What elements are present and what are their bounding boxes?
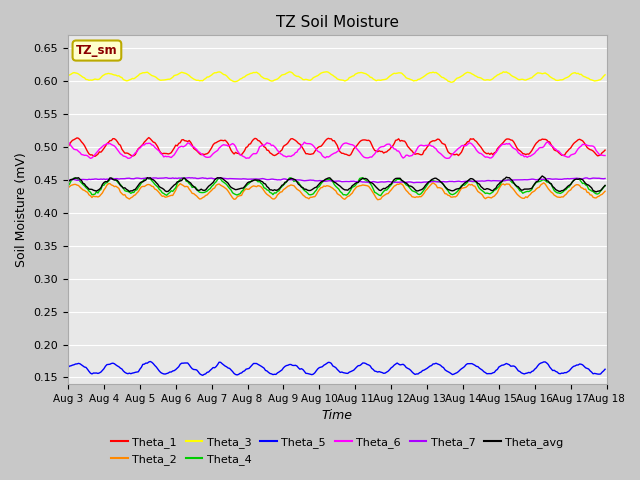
Theta_6: [226, 143, 234, 148]
Theta_4: [64, 183, 72, 189]
Theta_1: [145, 135, 153, 141]
Theta_3: [323, 69, 331, 74]
Theta_7: [410, 180, 417, 186]
Theta_7: [253, 176, 260, 182]
Theta_5: [147, 359, 154, 364]
Theta_2: [64, 185, 72, 191]
Theta_6: [64, 139, 72, 144]
Theta_avg: [299, 185, 307, 191]
Theta_4: [130, 190, 138, 195]
Theta_1: [574, 137, 582, 143]
Theta_2: [299, 192, 307, 198]
Theta_5: [601, 366, 609, 372]
Theta_1: [302, 151, 310, 156]
Theta_2: [242, 186, 250, 192]
Theta_6: [244, 155, 252, 161]
Theta_2: [540, 180, 548, 186]
Theta_6: [86, 156, 94, 161]
Theta_7: [64, 178, 72, 183]
Theta_5: [574, 362, 582, 368]
X-axis label: Time: Time: [322, 409, 353, 422]
Legend: Theta_1, Theta_2, Theta_3, Theta_4, Theta_5, Theta_6, Theta_7, Theta_avg: Theta_1, Theta_2, Theta_3, Theta_4, Thet…: [106, 433, 568, 469]
Line: Theta_5: Theta_5: [68, 361, 605, 375]
Theta_4: [299, 186, 307, 192]
Theta_2: [601, 188, 609, 194]
Theta_4: [601, 183, 609, 189]
Theta_4: [242, 183, 250, 189]
Theta_5: [130, 370, 138, 376]
Theta_1: [601, 147, 609, 153]
Theta_3: [447, 79, 455, 85]
Theta_3: [251, 70, 259, 75]
Theta_6: [573, 148, 580, 154]
Theta_5: [245, 366, 253, 372]
Theta_6: [131, 150, 139, 156]
Theta_1: [227, 147, 235, 153]
Line: Theta_7: Theta_7: [68, 178, 605, 183]
Theta_6: [253, 151, 260, 156]
Theta_avg: [242, 182, 250, 188]
Text: TZ_sm: TZ_sm: [76, 44, 118, 57]
Theta_1: [131, 152, 139, 157]
Theta_1: [245, 142, 253, 147]
Theta_4: [574, 176, 582, 181]
Theta_4: [359, 175, 367, 180]
Theta_6: [301, 139, 308, 145]
Theta_7: [301, 178, 308, 184]
Theta_2: [251, 183, 259, 189]
Theta_3: [601, 72, 609, 78]
Theta_5: [302, 371, 310, 376]
Line: Theta_3: Theta_3: [68, 72, 605, 82]
Theta_2: [574, 182, 582, 188]
Line: Theta_4: Theta_4: [68, 178, 605, 195]
Line: Theta_avg: Theta_avg: [68, 176, 605, 192]
Theta_3: [224, 74, 232, 80]
Theta_5: [254, 361, 262, 367]
Theta_1: [254, 138, 262, 144]
Theta_3: [299, 77, 307, 83]
Theta_7: [601, 176, 609, 181]
Theta_avg: [573, 176, 580, 182]
Theta_avg: [592, 189, 600, 195]
Theta_2: [374, 197, 381, 203]
Theta_avg: [251, 177, 259, 183]
Theta_7: [574, 176, 582, 181]
Theta_7: [244, 176, 252, 182]
Theta_4: [251, 177, 259, 183]
Theta_7: [186, 175, 193, 180]
Theta_avg: [601, 182, 609, 188]
Theta_avg: [64, 179, 72, 185]
Theta_avg: [130, 187, 138, 192]
Line: Theta_1: Theta_1: [68, 138, 605, 156]
Line: Theta_2: Theta_2: [68, 183, 605, 200]
Line: Theta_6: Theta_6: [68, 142, 605, 158]
Theta_2: [224, 188, 232, 194]
Theta_7: [226, 176, 234, 181]
Theta_4: [224, 184, 232, 190]
Theta_5: [199, 372, 207, 378]
Theta_1: [64, 144, 72, 149]
Theta_1: [91, 154, 99, 159]
Theta_6: [601, 153, 609, 158]
Title: TZ Soil Moisture: TZ Soil Moisture: [276, 15, 399, 30]
Theta_4: [377, 192, 385, 198]
Theta_2: [130, 192, 138, 198]
Theta_3: [574, 71, 582, 76]
Theta_3: [130, 76, 138, 82]
Theta_5: [227, 367, 235, 373]
Theta_5: [64, 364, 72, 370]
Theta_7: [130, 176, 138, 181]
Theta_avg: [538, 173, 546, 179]
Theta_avg: [224, 180, 232, 186]
Theta_3: [242, 73, 250, 79]
Theta_3: [64, 72, 72, 78]
Y-axis label: Soil Moisture (mV): Soil Moisture (mV): [15, 152, 28, 267]
